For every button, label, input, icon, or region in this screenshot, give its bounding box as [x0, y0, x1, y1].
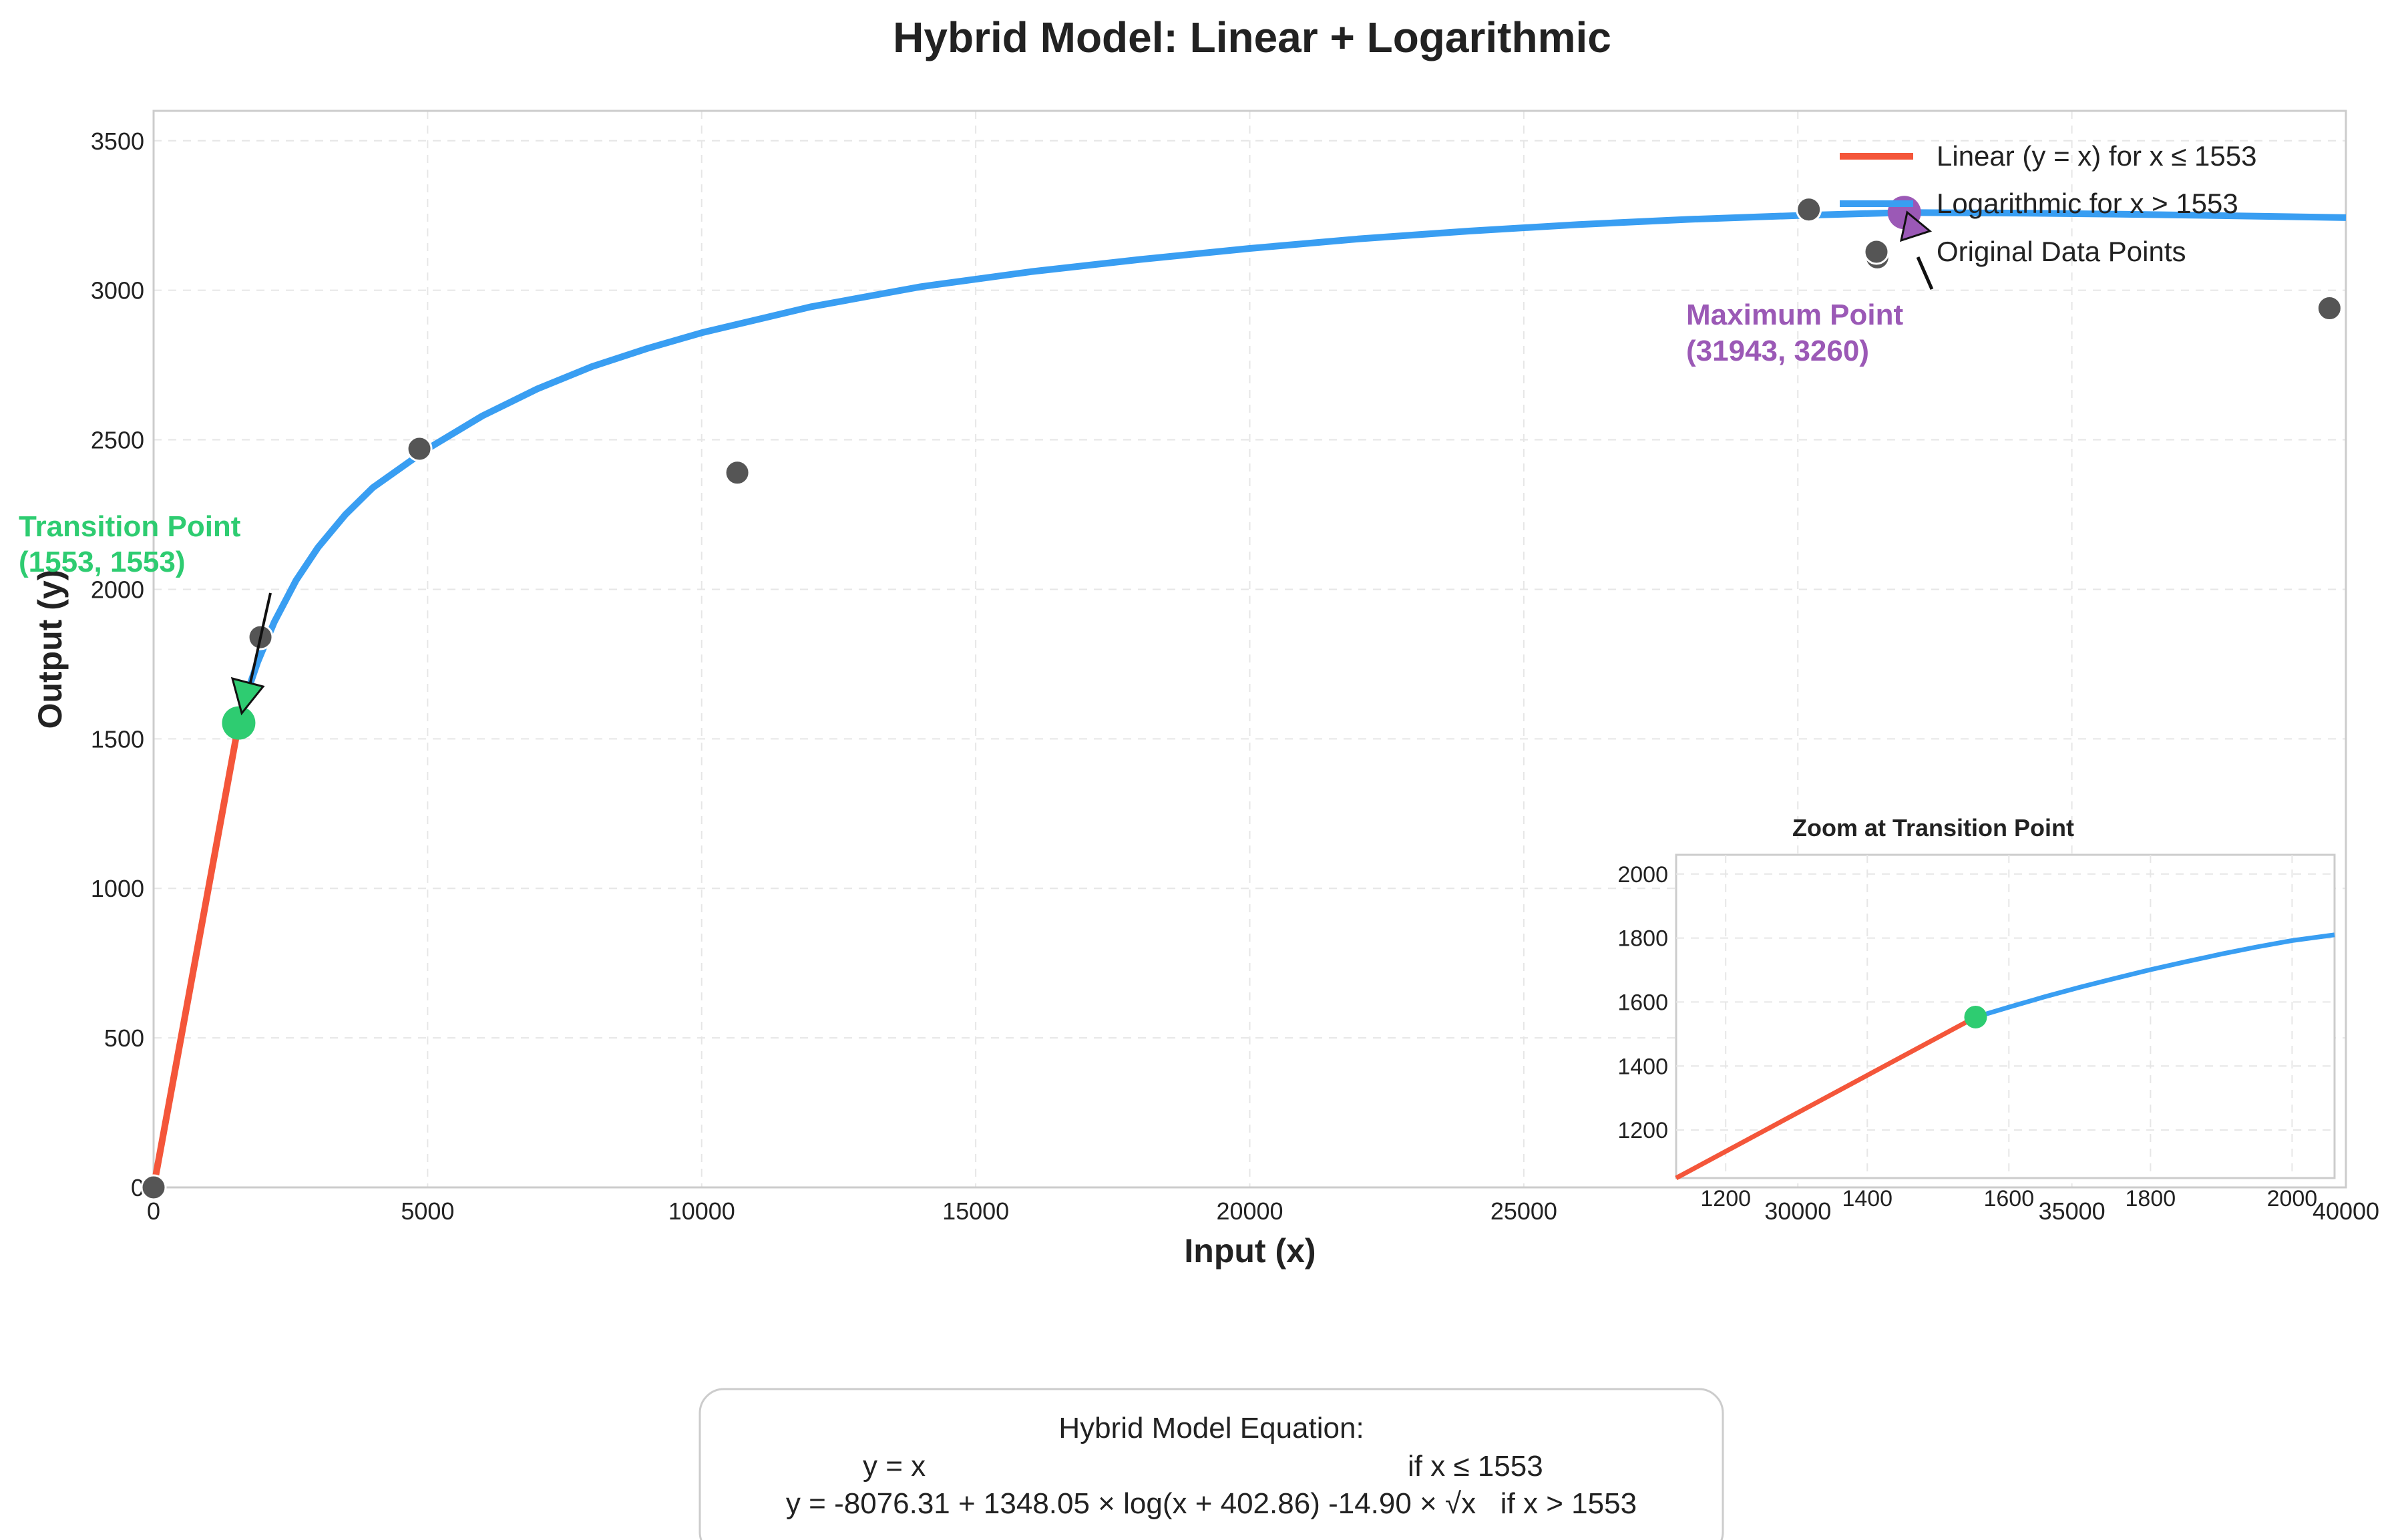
- y-tick-label: 2500: [91, 427, 144, 454]
- inset-y-tick-label: 1400: [1617, 1054, 1668, 1079]
- data-point: [2316, 295, 2343, 322]
- inset-y-tick-label: 2000: [1617, 862, 1668, 888]
- equation-line2: y = -8076.31 + 1348.05 × log(x + 402.86)…: [786, 1487, 1637, 1520]
- x-tick-labels: 0 5000 10000 15000 20000 25000 30000 35000 40000: [147, 1197, 2379, 1225]
- legend-points-label: Original Data Points: [1937, 236, 2186, 267]
- log-series-line: [235, 209, 2347, 724]
- data-point: [724, 459, 751, 486]
- x-tick-label: 10000: [668, 1197, 735, 1225]
- transition-annotation: Transition Point (1553, 1553): [19, 510, 272, 716]
- x-axis-title: Input (x): [1184, 1232, 1316, 1270]
- equation-frame: [698, 1388, 1724, 1540]
- transition-coords: (1553, 1553): [19, 546, 186, 578]
- x-tick-label: 35000: [2039, 1197, 2106, 1225]
- y-tick-label: 1000: [91, 875, 144, 902]
- inset-x-tick-label: 2000: [2267, 1186, 2318, 1211]
- legend-log-label: Logarithmic for x > 1553: [1937, 188, 2238, 219]
- inset-tick-labels: 1200 1400 1600 1800 2000 1200 1400 1600 1800 2000: [1617, 862, 2317, 1211]
- equation-title: Hybrid Model Equation:: [1058, 1412, 1364, 1445]
- inset-y-tick-label: 1800: [1617, 926, 1668, 952]
- legend-points-marker: [1863, 238, 1890, 265]
- inset-y-tick-label: 1200: [1617, 1118, 1668, 1143]
- inset-grid: [1676, 855, 2335, 1178]
- data-point: [1796, 196, 1822, 223]
- x-tick-label: 20000: [1216, 1197, 1283, 1225]
- y-tick-label: 500: [104, 1024, 144, 1052]
- y-tick-label: 0: [131, 1174, 144, 1201]
- data-point: [406, 435, 433, 462]
- x-tick-label: 30000: [1764, 1197, 1831, 1225]
- equation-line1-left: y = x: [863, 1450, 926, 1483]
- inset-log-line: [1975, 932, 2335, 1020]
- y-axis-title: Output (y): [31, 570, 69, 729]
- transition-label: Transition Point: [19, 510, 241, 543]
- inset-x-tick-label: 1600: [1983, 1186, 2034, 1211]
- x-tick-label: 5000: [401, 1197, 454, 1225]
- inset-x-tick-label: 1400: [1842, 1186, 1892, 1211]
- inset-zoom: Zoom at Transition Point 1200 1400 1600 180…: [1617, 814, 2336, 1211]
- inset-title: Zoom at Transition Point: [1792, 814, 2074, 841]
- y-tick-label: 3000: [91, 277, 144, 305]
- equation-line1-right: if x ≤ 1553: [1408, 1450, 1543, 1483]
- maximum-arrow-shaft: [1916, 256, 1934, 291]
- y-tick-labels: 0 500 1000 1500 2000 2500 3000 3500: [91, 128, 144, 1201]
- transition-arrow-shaft: [249, 592, 272, 683]
- inset-frame: [1675, 853, 2336, 1179]
- y-tick-label: 3500: [91, 128, 144, 155]
- x-tick-label: 15000: [942, 1197, 1009, 1225]
- inset-series: [1675, 932, 2335, 1181]
- inset-x-tick-label: 1200: [1700, 1186, 1751, 1211]
- x-tick-label: 25000: [1490, 1197, 1557, 1225]
- transition-point-marker: [222, 706, 256, 740]
- linear-series-line: [150, 719, 242, 1191]
- inset-x-tick-label: 1800: [2126, 1186, 2176, 1211]
- data-point: [140, 1174, 167, 1201]
- inset-linear-line: [1675, 1014, 1977, 1181]
- y-tick-label: 2000: [91, 576, 144, 603]
- plot-frame: [152, 110, 2347, 1189]
- transition-arrow-head: [230, 677, 265, 716]
- maximum-arrow-head: [1899, 210, 1933, 242]
- legend: Linear (y = x) for x ≤ 1553 Logarithmic …: [1840, 140, 2256, 267]
- inset-transition-marker: [1964, 1005, 1987, 1028]
- y-tick-label: 1500: [91, 725, 144, 753]
- legend-linear-label: Linear (y = x) for x ≤ 1553: [1937, 140, 2256, 172]
- maximum-coords: (31943, 3260): [1686, 335, 1869, 367]
- x-tick-label: 0: [147, 1197, 160, 1225]
- maximum-annotation: Maximum Point (31943, 3260): [1686, 210, 1934, 367]
- maximum-label: Maximum Point: [1686, 299, 1903, 331]
- inset-y-tick-label: 1600: [1617, 990, 1668, 1015]
- chart-title: Hybrid Model: Linear + Logarithmic: [893, 13, 1611, 61]
- equation-box: Hybrid Model Equation: y = x if x ≤ 1553…: [698, 1388, 1724, 1540]
- series: [150, 209, 2347, 1191]
- special-points: [222, 196, 1921, 740]
- x-tick-label: 40000: [2313, 1197, 2379, 1225]
